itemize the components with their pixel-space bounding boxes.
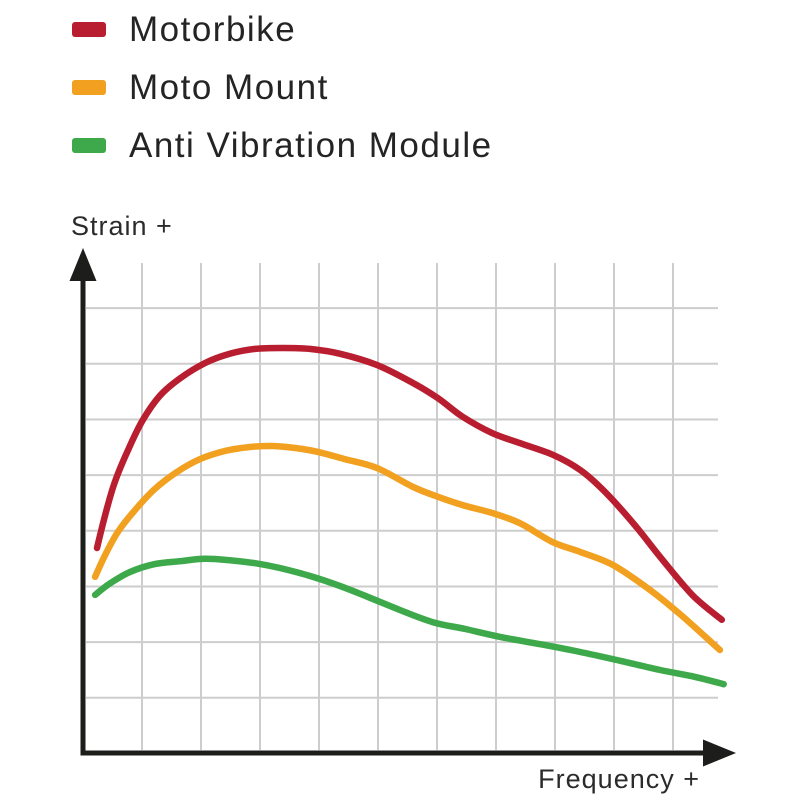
- legend-swatch-motorbike: [72, 21, 106, 37]
- series-line-motorbike: [93, 344, 726, 624]
- legend-label-motorbike: Motorbike: [129, 9, 297, 49]
- legend-swatch-anti-vibration-module: [72, 137, 106, 153]
- series-line-anti-vibration-module: [91, 555, 727, 688]
- legend-item-motorbike: Motorbike: [72, 0, 493, 58]
- y-axis-label: Strain +: [71, 211, 173, 241]
- legend-label-moto-mount: Moto Mount: [129, 67, 329, 107]
- series-line-moto-mount: [91, 442, 724, 654]
- legend-swatch-moto-mount: [72, 79, 106, 95]
- y-axis-arrowhead: [69, 248, 97, 281]
- x-axis-arrowhead: [703, 739, 736, 767]
- legend: Motorbike Moto Mount Anti Vibration Modu…: [72, 0, 493, 174]
- legend-item-anti-vibration-module: Anti Vibration Module: [72, 116, 493, 174]
- legend-label-anti-vibration-module: Anti Vibration Module: [129, 125, 493, 165]
- legend-item-moto-mount: Moto Mount: [72, 58, 493, 116]
- x-axis-label: Frequency +: [538, 764, 700, 794]
